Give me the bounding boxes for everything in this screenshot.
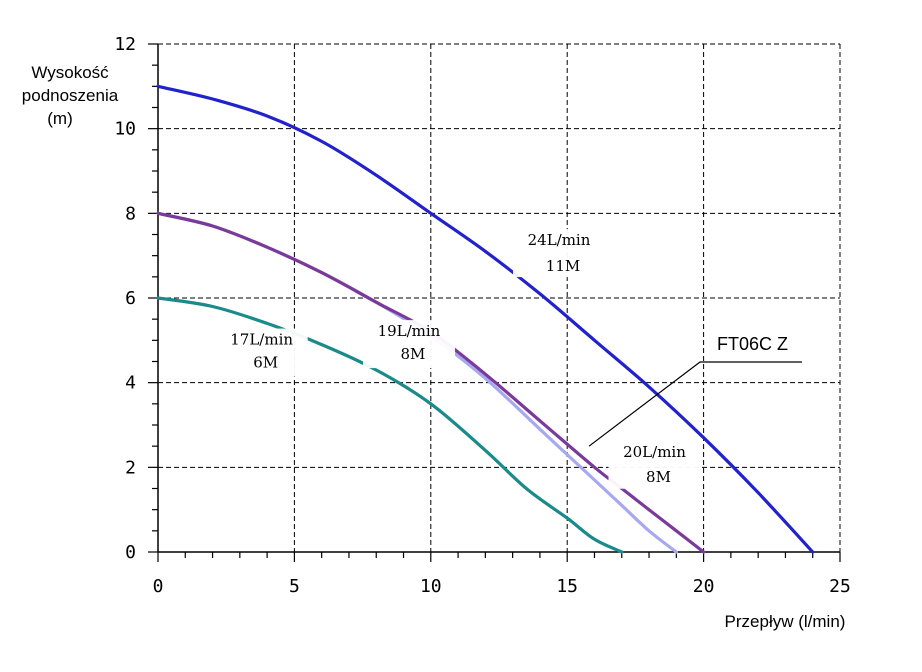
curve-label-line1-3: 20L/min: [623, 443, 686, 461]
tick-marks: [148, 43, 841, 562]
curve-label-bg-1: [215, 328, 308, 377]
curve-label-line2-2: 8M: [401, 345, 426, 363]
y-tick-label-8: 8: [125, 203, 136, 224]
curve-label-line2-1: 6M: [253, 354, 278, 372]
y-tick-label-6: 6: [125, 288, 136, 309]
series-line-1: [156, 296, 624, 554]
curve-label-line1-2: 19L/min: [378, 322, 441, 340]
series-lines: [156, 84, 815, 554]
y-axis-title-line-2: podnoszenia: [22, 86, 119, 105]
y-tick-label-10: 10: [114, 119, 136, 140]
y-tick-label-12: 12: [114, 34, 136, 55]
x-tick-label-15: 15: [556, 576, 578, 597]
y-tick-label-4: 4: [125, 373, 136, 394]
y-axis-title-line-3: (m): [47, 109, 72, 128]
y-tick-label-2: 2: [125, 457, 136, 478]
x-tick-label-10: 10: [420, 576, 442, 597]
x-tick-label-0: 0: [153, 576, 164, 597]
x-tick-label-25: 25: [829, 576, 851, 597]
callout-label-ft06c-z: FT06C Z: [717, 334, 788, 354]
series-line-3: [156, 211, 706, 554]
x-axis-title: Przepływ (l/min): [725, 612, 846, 631]
x-tick-label-5: 5: [289, 576, 300, 597]
curve-label-bg-4: [513, 229, 606, 278]
series-line-4: [156, 84, 815, 554]
y-axis-title-line-1: Wysokość: [31, 63, 109, 82]
callout-leader-line: [588, 361, 802, 447]
curve-label-line1-4: 24L/min: [528, 231, 591, 249]
curve-label-bg-2: [362, 320, 455, 369]
curve-label-bg-3: [608, 440, 701, 489]
y-tick-label-0: 0: [125, 542, 136, 563]
callout: FT06C Z: [588, 334, 802, 447]
curve-labels: 17L/min 6M 19L/min 8M 20L/min 8M 24L/min 11M: [215, 229, 701, 489]
curve-label-line1-1: 17L/min: [230, 331, 293, 349]
curve-label-line2-4: 11M: [546, 257, 580, 275]
curve-label-line2-3: 8M: [646, 468, 671, 486]
tick-labels: 0 2 4 6 8 10 12 0 5 10 15 20 25: [114, 34, 851, 597]
x-tick-label-20: 20: [693, 576, 715, 597]
